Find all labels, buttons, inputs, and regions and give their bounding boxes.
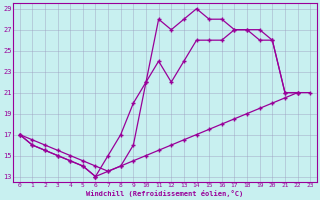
X-axis label: Windchill (Refroidissement éolien,°C): Windchill (Refroidissement éolien,°C) bbox=[86, 190, 244, 197]
